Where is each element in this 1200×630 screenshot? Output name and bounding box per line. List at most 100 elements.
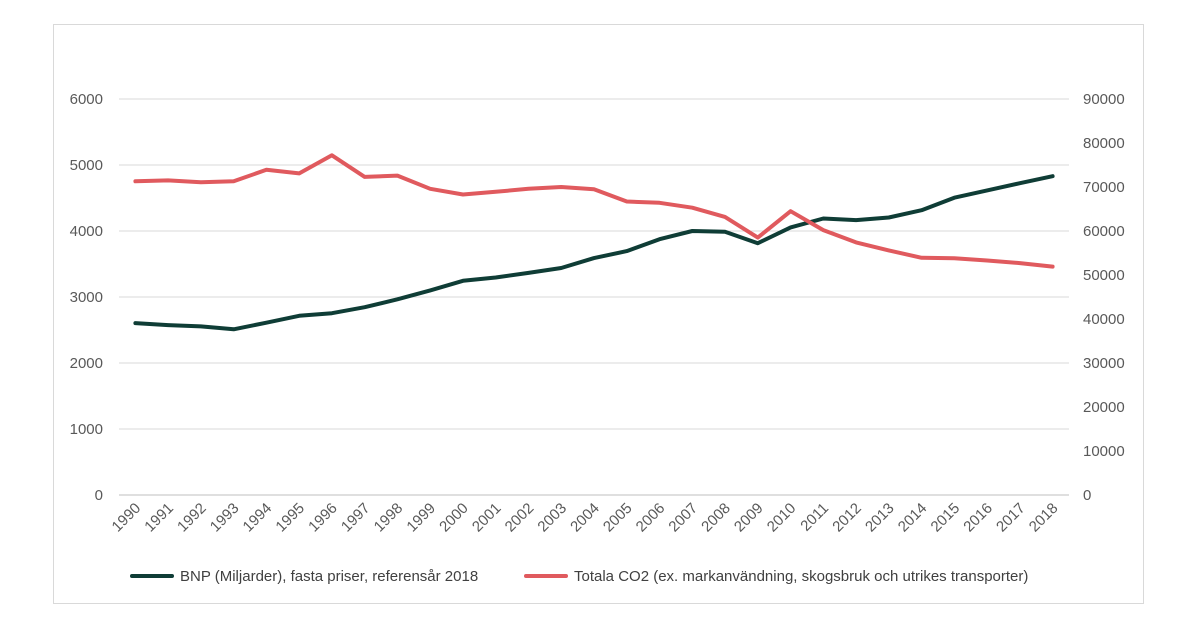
series-lines	[133, 153, 1055, 332]
x-tick-label: 2002	[502, 500, 538, 536]
left-tick-label: 5000	[70, 157, 103, 174]
right-axis: 0 10000 20000 30000 40000 50000 60000 70000 8000…	[1083, 91, 1125, 504]
x-tick-label: 2015	[928, 500, 964, 536]
x-tick-label: 2017	[993, 500, 1029, 536]
data-point	[363, 175, 367, 179]
data-point	[232, 179, 236, 183]
right-tick-label: 80000	[1083, 135, 1125, 152]
data-point	[1051, 174, 1055, 178]
data-point	[920, 208, 924, 212]
x-tick-label: 1990	[109, 500, 145, 536]
x-tick-label: 2008	[698, 500, 734, 536]
x-tick-label: 2005	[600, 500, 636, 536]
data-point	[952, 196, 956, 200]
data-point	[526, 271, 530, 275]
x-tick-label: 1997	[338, 500, 374, 536]
x-axis: 1990199119921993199419951996199719981999…	[109, 500, 1062, 536]
left-tick-label: 6000	[70, 91, 103, 108]
x-tick-label: 1993	[207, 500, 243, 536]
x-tick-label: 2013	[862, 500, 898, 536]
data-point	[232, 327, 236, 331]
right-tick-label: 50000	[1083, 267, 1125, 284]
data-point	[821, 216, 825, 220]
data-point	[854, 218, 858, 222]
data-point	[133, 321, 137, 325]
data-point	[461, 192, 465, 196]
data-point	[985, 258, 989, 262]
x-tick-label: 1991	[141, 500, 177, 536]
data-point	[887, 215, 891, 219]
x-tick-label: 1994	[240, 500, 276, 536]
data-point	[1051, 265, 1055, 269]
x-tick-label: 1998	[371, 500, 407, 536]
x-tick-label: 1996	[305, 500, 341, 536]
data-point	[658, 237, 662, 241]
data-point	[658, 201, 662, 205]
legend: BNP (Miljarder), fasta priser, referenså…	[130, 568, 1028, 585]
data-point	[199, 324, 203, 328]
data-point	[166, 323, 170, 327]
left-axis: 0 1000 2000 3000 4000 5000 6000	[70, 91, 103, 504]
data-point	[1018, 181, 1022, 185]
left-tick-label: 1000	[70, 421, 103, 438]
data-point	[723, 215, 727, 219]
data-point	[854, 240, 858, 244]
data-point	[133, 179, 137, 183]
left-tick-label: 4000	[70, 223, 103, 240]
x-tick-label: 2014	[895, 500, 931, 536]
right-tick-label: 20000	[1083, 399, 1125, 416]
data-point	[690, 229, 694, 233]
series-line-co2	[133, 153, 1055, 269]
data-point	[199, 180, 203, 184]
chart-frame: 0 1000 2000 3000 4000 5000 6000 0 10000 20000 300…	[53, 24, 1144, 604]
data-point	[756, 241, 760, 245]
x-tick-label: 2016	[960, 500, 996, 536]
left-tick-label: 2000	[70, 355, 103, 372]
line-chart: 0 1000 2000 3000 4000 5000 6000 0 10000 20000 300…	[70, 91, 1125, 585]
data-point	[690, 206, 694, 210]
data-point	[264, 321, 268, 325]
data-point	[428, 288, 432, 292]
right-tick-label: 60000	[1083, 223, 1125, 240]
right-tick-label: 70000	[1083, 179, 1125, 196]
x-tick-label: 2011	[797, 500, 832, 535]
data-point	[264, 168, 268, 172]
data-point	[920, 256, 924, 260]
data-point	[330, 153, 334, 157]
data-point	[297, 314, 301, 318]
x-tick-label: 2010	[764, 500, 800, 536]
x-tick-label: 2000	[436, 500, 472, 536]
data-point	[625, 249, 629, 253]
data-point	[428, 187, 432, 191]
x-tick-label: 1992	[174, 500, 210, 536]
gridlines	[119, 98, 1069, 496]
data-point	[494, 190, 498, 194]
legend-label: BNP (Miljarder), fasta priser, referenså…	[180, 568, 478, 585]
data-point	[461, 279, 465, 283]
left-tick-label: 0	[95, 487, 103, 504]
data-point	[526, 187, 530, 191]
data-point	[494, 276, 498, 280]
data-point	[821, 228, 825, 232]
left-tick-label: 3000	[70, 289, 103, 306]
data-point	[166, 178, 170, 182]
data-point	[395, 174, 399, 178]
data-point	[559, 266, 563, 270]
data-point	[592, 256, 596, 260]
data-point	[789, 209, 793, 213]
series-line-bnp	[133, 174, 1055, 332]
x-tick-label: 2009	[731, 500, 767, 536]
data-point	[887, 248, 891, 252]
x-tick-label: 2012	[829, 500, 865, 536]
data-point	[559, 185, 563, 189]
legend-label: Totala CO2 (ex. markanvändning, skogsbru…	[574, 568, 1028, 585]
x-tick-label: 1999	[403, 500, 439, 536]
data-point	[297, 171, 301, 175]
x-tick-label: 2018	[1026, 500, 1062, 536]
data-point	[592, 187, 596, 191]
data-point	[330, 311, 334, 315]
x-tick-label: 1995	[272, 500, 308, 536]
data-point	[723, 230, 727, 234]
x-tick-label: 2004	[567, 500, 603, 536]
right-tick-label: 0	[1083, 487, 1091, 504]
